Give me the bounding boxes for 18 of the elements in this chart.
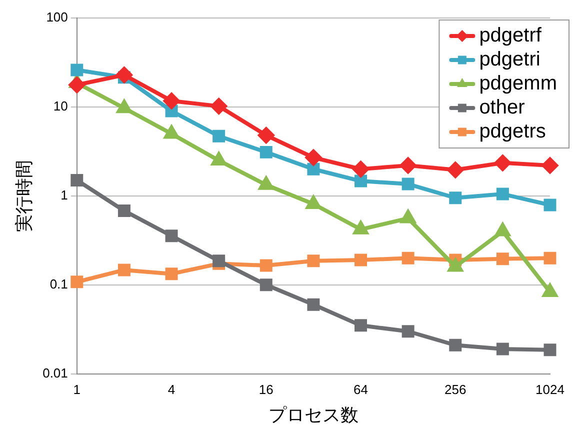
- y-axis-title: 実行時間: [14, 160, 34, 232]
- x-tick-label: 256: [444, 382, 466, 398]
- y-tick-label: 100: [46, 10, 68, 25]
- legend-label: other: [479, 96, 526, 119]
- y-tick-label: 0.01: [42, 365, 68, 380]
- legend-label: pdgetrs: [479, 120, 546, 143]
- x-tick-label: 1024: [536, 382, 564, 398]
- y-tick-label: 0.1: [50, 276, 68, 292]
- legend-label: pdgetri: [479, 48, 540, 71]
- y-tick-label: 10: [53, 98, 68, 114]
- legend-label: pdgetrf: [479, 24, 542, 47]
- x-tick-label: 64: [354, 382, 368, 398]
- x-tick-label: 1: [73, 382, 81, 398]
- x-tick-label: 16: [258, 382, 274, 398]
- y-tick-label: 1: [60, 187, 68, 202]
- x-axis-title: プロセス数: [268, 405, 358, 426]
- legend-label: pdgemm: [479, 72, 557, 95]
- x-tick-label: 4: [168, 382, 176, 398]
